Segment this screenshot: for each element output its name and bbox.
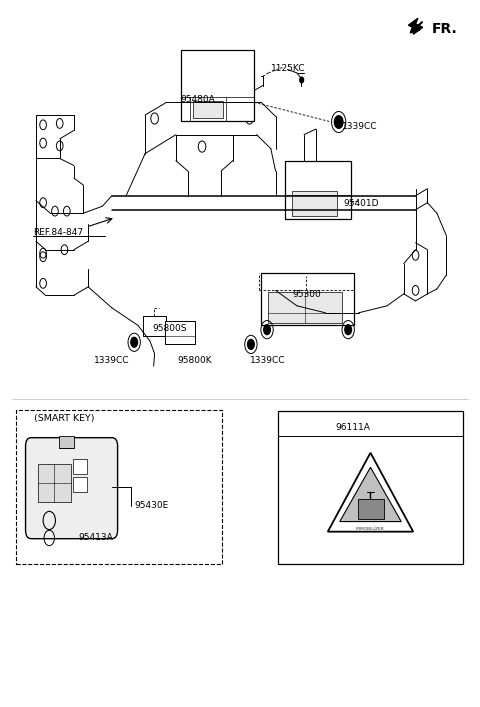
Bar [73,477,87,492]
Text: 95480A: 95480A [180,95,216,104]
Bar [285,161,351,219]
FancyBboxPatch shape [25,438,118,539]
Bar [143,316,166,336]
Text: 95800K: 95800K [178,356,212,365]
Text: 95401D: 95401D [343,199,379,208]
Bar [192,101,223,118]
Text: IMMOBILIZER: IMMOBILIZER [356,527,385,531]
Bar [16,409,222,564]
Circle shape [300,77,303,83]
Text: 95800S: 95800S [152,325,187,334]
Circle shape [264,325,270,334]
Polygon shape [408,18,423,35]
Circle shape [335,116,343,129]
Text: 1125KC: 1125KC [271,64,305,73]
Bar [292,192,337,216]
Text: FR.: FR. [432,22,458,36]
Bar [38,464,71,502]
Polygon shape [328,452,413,532]
Bar [261,273,354,325]
Text: 1339CC: 1339CC [250,356,285,365]
Text: 1339CC: 1339CC [95,356,130,365]
Bar [59,436,74,448]
Bar [73,459,87,474]
Circle shape [345,325,351,334]
Bar [268,292,342,323]
Circle shape [248,339,254,349]
Text: 96111A: 96111A [335,423,370,432]
Text: 95430E: 95430E [135,501,169,510]
Bar [165,321,195,344]
Polygon shape [340,467,401,522]
Bar [358,499,384,519]
Text: 1339CC: 1339CC [342,122,377,132]
Text: 95300: 95300 [292,290,321,299]
Text: (SMART KEY): (SMART KEY) [34,414,94,423]
Text: 95413A: 95413A [79,534,113,542]
Circle shape [131,337,138,347]
Bar [180,50,254,121]
Bar [278,411,463,564]
Text: REF.84-847: REF.84-847 [33,228,83,237]
